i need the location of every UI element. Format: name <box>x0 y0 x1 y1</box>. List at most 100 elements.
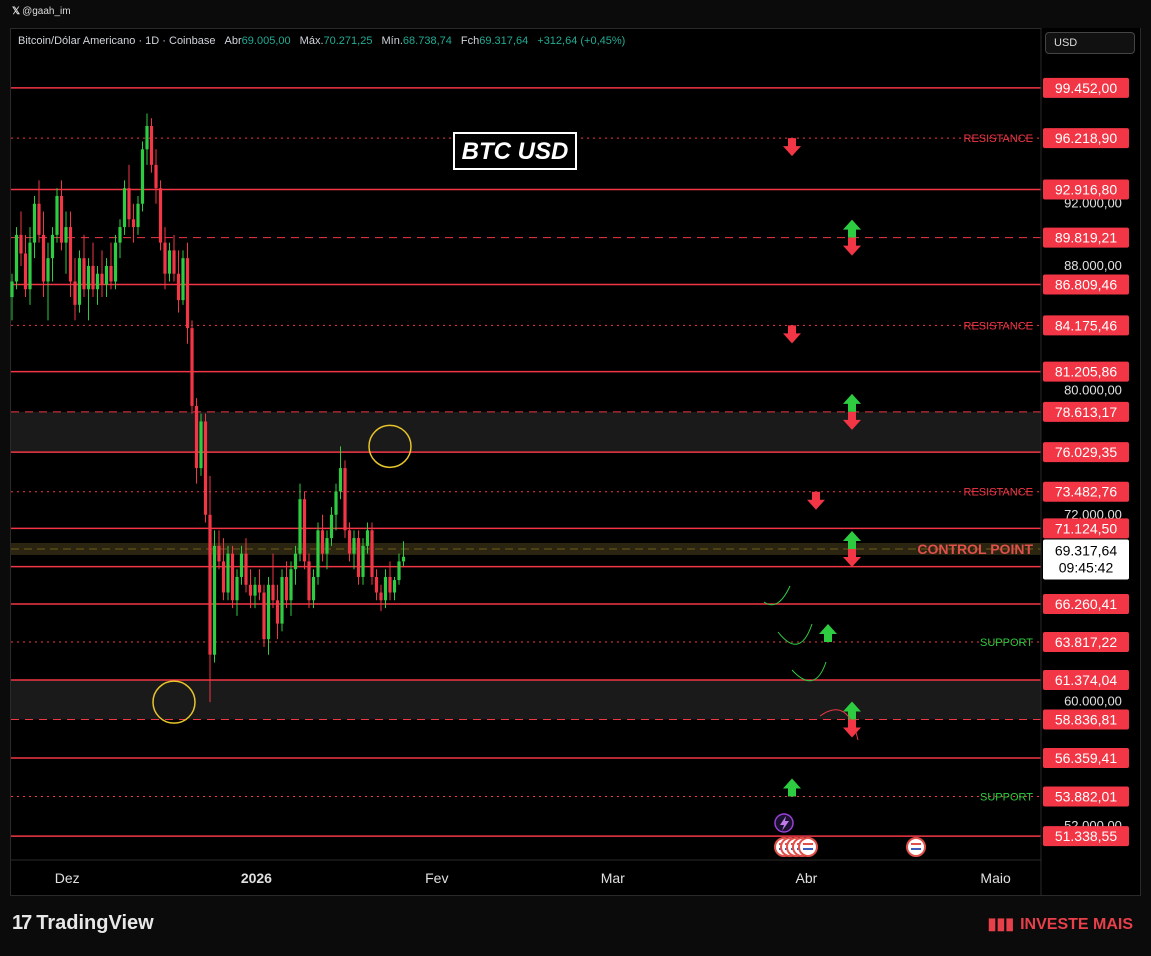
price-label: 58.836,81 <box>1055 711 1117 727</box>
candle-body <box>244 553 248 585</box>
us-flag-event-icon <box>798 837 818 857</box>
brand-name: INVESTE MAIS <box>1020 916 1133 933</box>
lightning-bolt-icon <box>780 816 789 831</box>
candle-body <box>271 584 275 601</box>
price-label-bg <box>1043 632 1129 653</box>
candle-body <box>289 569 293 601</box>
up-arrow-icon <box>843 393 861 412</box>
x-logo-icon: 𝕏 <box>12 6 21 17</box>
candle-body <box>154 164 158 189</box>
us-flag-event-icon <box>906 837 926 857</box>
candle-body <box>68 227 73 282</box>
candle-body <box>401 556 406 562</box>
candle-body <box>338 468 343 492</box>
resistance-tag: RESISTANCE <box>964 487 1033 499</box>
price-label: 84.175,46 <box>1055 317 1117 333</box>
price-label: 71.124,50 <box>1055 520 1117 536</box>
candle-body <box>32 203 37 243</box>
projection-curve <box>819 709 859 741</box>
price-label-bg <box>1043 826 1129 847</box>
price-label-bg <box>1043 274 1129 295</box>
author-handle: 𝕏 @gaah_im <box>12 6 71 17</box>
candle-body <box>293 553 298 570</box>
bar-chart-icon: ▮▮▮ <box>987 916 1015 933</box>
tradingview-mark-icon: 17 <box>12 912 32 934</box>
y-tick-label: 72.000,00 <box>1064 507 1122 522</box>
author-name: @gaah_im <box>22 6 71 17</box>
support-tag: SUPPORT <box>980 637 1033 649</box>
price-label: 63.817,22 <box>1055 634 1117 650</box>
candle-body <box>208 514 212 655</box>
candle-body <box>284 576 289 601</box>
close-value: 69.317,64 <box>479 35 529 47</box>
us-flag-stripe <box>911 843 921 845</box>
up-arrow-icon <box>843 530 861 549</box>
candle-body <box>262 592 266 640</box>
price-label-bg <box>1043 518 1129 539</box>
symbol-name: Bitcoin/Dólar Americano · 1D · Coinbase <box>18 35 216 47</box>
candle-body <box>194 405 199 469</box>
zone-band <box>11 411 1041 453</box>
candle-body <box>217 545 221 562</box>
projection-curve <box>791 661 827 682</box>
down-arrow-icon <box>843 548 861 567</box>
support-tag: SUPPORT <box>980 792 1033 804</box>
candle-body <box>298 499 302 554</box>
candle-body <box>136 203 140 228</box>
candle-body <box>113 242 118 282</box>
price-label-bg <box>1043 315 1129 336</box>
up-arrow-icon <box>843 701 861 720</box>
price-label: 99.452,00 <box>1055 80 1117 96</box>
price-label-bg <box>1043 77 1129 98</box>
price-label: 89.819,21 <box>1055 230 1117 246</box>
candle-body <box>280 576 284 624</box>
chart-title: BTC USD <box>453 132 577 170</box>
candle-body <box>167 250 172 274</box>
tradingview-logo[interactable]: 17 TradingView <box>12 912 154 935</box>
control-point-label: CONTROL POINT <box>917 541 1033 557</box>
down-arrow-icon <box>843 237 861 256</box>
candle-body <box>334 491 338 515</box>
currency-button[interactable]: USD <box>1045 32 1135 54</box>
candle-body <box>64 227 68 243</box>
symbol-legend: Bitcoin/Dólar Americano · 1D · Coinbase … <box>18 35 625 47</box>
price-label-bg <box>1043 361 1129 382</box>
candle-body <box>149 125 154 165</box>
price-label: 96.218,90 <box>1055 130 1117 146</box>
down-arrow-icon <box>843 719 861 738</box>
high-value: 70.271,25 <box>323 35 373 47</box>
candle-body <box>100 273 104 285</box>
y-tick-label: 80.000,00 <box>1064 382 1122 397</box>
candle-body <box>163 242 167 274</box>
price-label: 86.809,46 <box>1055 276 1117 292</box>
candle-body <box>325 538 329 554</box>
price-label: 73.482,76 <box>1055 484 1117 500</box>
candle-body <box>239 553 244 577</box>
candle-body <box>352 538 356 554</box>
last-price-bg <box>1043 539 1129 580</box>
candle-body <box>374 576 379 593</box>
candle-body <box>397 561 401 581</box>
candle-body <box>383 576 388 601</box>
candle-body <box>311 576 316 601</box>
low-label: Mín. <box>381 35 403 47</box>
us-flag-stripe <box>911 848 921 850</box>
candle-body <box>365 530 370 546</box>
candle-body <box>131 219 136 228</box>
price-label: 92.916,80 <box>1055 181 1117 197</box>
price-label: 51.338,55 <box>1055 828 1117 844</box>
candle-body <box>370 530 374 577</box>
resistance-tag: RESISTANCE <box>964 133 1033 145</box>
candle-body <box>28 242 32 290</box>
candle-body <box>91 265 95 290</box>
y-tick-label: 88.000,00 <box>1064 258 1122 273</box>
candle-body <box>86 265 91 290</box>
x-tick-label: Dez <box>55 870 80 886</box>
price-label-bg <box>1043 670 1129 691</box>
candle-body <box>356 538 361 577</box>
candle-body <box>46 258 50 282</box>
price-label-bg <box>1043 786 1129 807</box>
price-label: 56.359,41 <box>1055 750 1117 766</box>
brand-logo: ▮▮▮ INVESTE MAIS <box>988 914 1133 934</box>
candle-body <box>19 234 23 254</box>
